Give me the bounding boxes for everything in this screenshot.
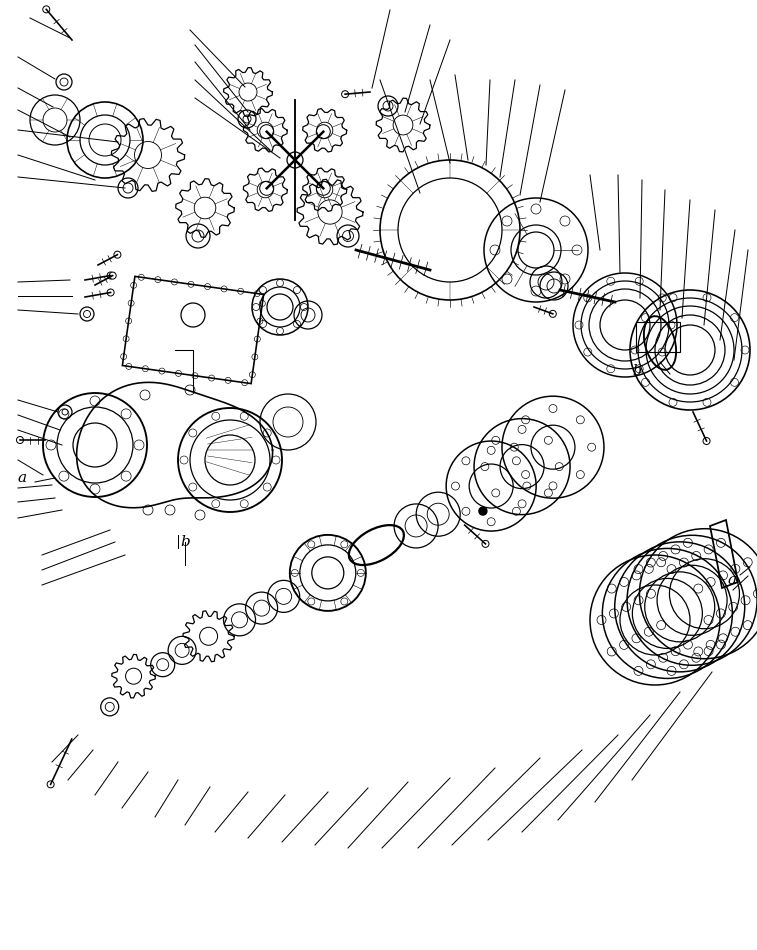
Circle shape: [114, 251, 121, 258]
Circle shape: [107, 289, 114, 296]
Circle shape: [482, 541, 489, 547]
Circle shape: [341, 90, 348, 98]
Circle shape: [550, 311, 556, 317]
Circle shape: [17, 436, 23, 444]
Text: b: b: [180, 535, 190, 549]
Circle shape: [47, 781, 54, 788]
Bar: [636, 322, 680, 352]
Text: b: b: [633, 364, 641, 378]
Circle shape: [43, 6, 50, 13]
Circle shape: [479, 507, 487, 515]
Circle shape: [703, 438, 710, 445]
Text: a: a: [17, 471, 26, 485]
Circle shape: [107, 272, 114, 279]
Text: a: a: [727, 573, 737, 587]
Circle shape: [109, 272, 116, 279]
